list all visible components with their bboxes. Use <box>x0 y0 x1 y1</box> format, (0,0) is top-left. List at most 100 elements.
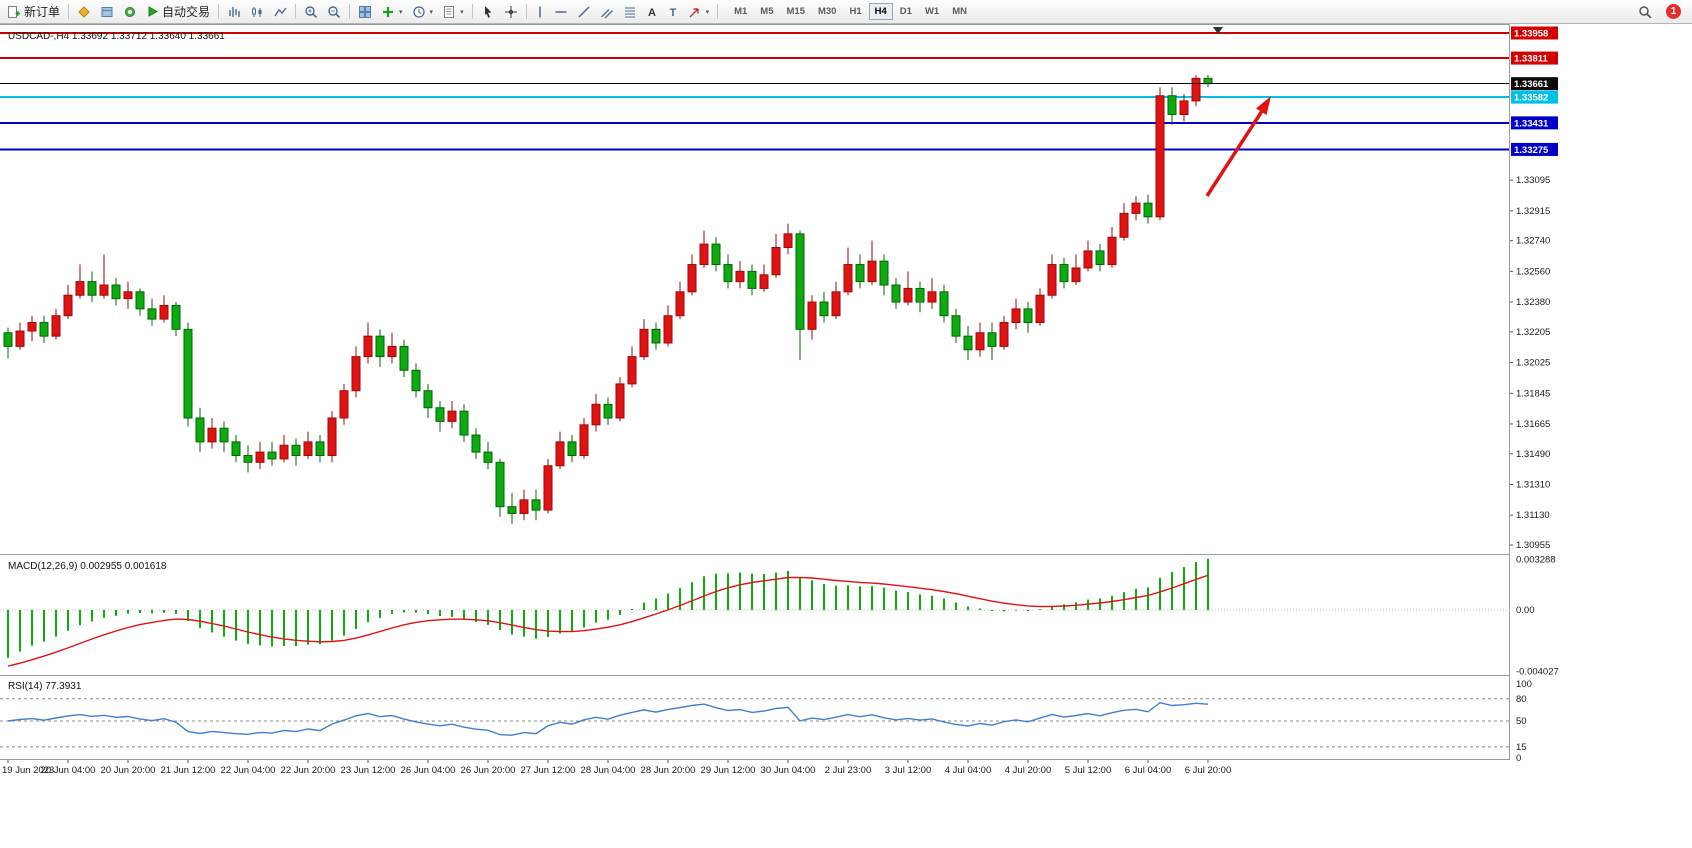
vertical-line-button[interactable] <box>531 2 549 22</box>
trendline-button[interactable] <box>573 2 595 22</box>
time-tick: 26 Jun 20:00 <box>461 765 516 776</box>
macd-axis-label: 0.003288 <box>1516 555 1556 566</box>
price-tick: 1.32380 <box>1516 297 1550 308</box>
notification-badge[interactable]: 1 <box>1666 4 1681 19</box>
price-tick: 1.32560 <box>1516 266 1550 277</box>
price-line-label-bg <box>1511 26 1558 40</box>
text-button[interactable]: A <box>642 2 662 22</box>
candle <box>267 441 277 466</box>
timeframe-m1-button[interactable]: M1 <box>728 3 753 20</box>
candlestick-chart-icon <box>252 6 262 17</box>
indicators-button[interactable]: ▾ <box>377 2 407 22</box>
price-tick: 1.31490 <box>1516 449 1550 460</box>
horizontal-line-button[interactable] <box>550 2 572 22</box>
time-tick: 4 Jul 04:00 <box>945 765 991 776</box>
time-tick: 20 Jun 20:00 <box>101 765 156 776</box>
chart-area[interactable]: 1.33095 1.32915 1.32740 1.32560 1.32380 1.322… <box>0 24 1692 848</box>
candle <box>87 271 97 303</box>
trend-arrow[interactable] <box>1205 96 1271 197</box>
periods-menu-button[interactable]: ▾ <box>408 2 438 22</box>
candlestick-chart-button[interactable] <box>246 2 268 22</box>
timeframe-d1-button[interactable]: D1 <box>894 3 918 20</box>
auto-trading-button[interactable]: 自动交易 <box>142 2 214 22</box>
candle <box>927 278 937 309</box>
navigator-button[interactable] <box>96 2 118 22</box>
macd-axis-label: 0.00 <box>1516 605 1535 616</box>
candle <box>1143 194 1153 224</box>
candle <box>1167 87 1177 125</box>
candle <box>99 254 109 299</box>
candle <box>711 237 721 272</box>
cursor-button[interactable] <box>477 2 499 22</box>
search-button[interactable] <box>1634 2 1656 22</box>
price-axis[interactable]: 1.33095 1.32915 1.32740 1.32560 1.32380 1.322… <box>1510 26 1558 552</box>
timeframe-h4-button[interactable]: H4 <box>868 3 893 20</box>
market-watch-button[interactable] <box>73 2 95 22</box>
candle <box>807 295 817 340</box>
candle <box>159 295 169 323</box>
toolbar-right-group: 1 <box>1634 2 1689 22</box>
candle <box>843 247 853 296</box>
candle <box>555 431 565 470</box>
chevron-down-icon: ▾ <box>429 8 434 16</box>
channel-button[interactable] <box>596 2 618 22</box>
candle <box>231 435 241 463</box>
toolbar-separator <box>218 4 220 19</box>
price-tick: 1.31310 <box>1516 479 1550 490</box>
zoom-out-button[interactable] <box>323 2 345 22</box>
bar-chart-button[interactable] <box>223 2 245 22</box>
new-order-button[interactable]: 新订单 <box>3 2 64 22</box>
chart-shift-marker[interactable] <box>1213 27 1223 34</box>
timeframe-m5-button[interactable]: M5 <box>754 3 779 20</box>
svg-text:T: T <box>669 7 676 19</box>
time-tick: 6 Jul 20:00 <box>1185 765 1231 776</box>
chart-plot-area[interactable] <box>0 25 1510 759</box>
terminal-button[interactable] <box>119 2 141 22</box>
time-tick: 30 Jun 04:00 <box>761 765 816 776</box>
candle <box>1047 254 1057 299</box>
price-line-label: 1.33431 <box>1514 118 1549 129</box>
candle <box>891 278 901 309</box>
price-line-label: 1.33661 <box>1514 79 1549 90</box>
candle <box>279 435 289 463</box>
arrows-tool-button[interactable]: ▾ <box>684 2 714 22</box>
timeframe-m15-button[interactable]: M15 <box>781 3 811 20</box>
label-icon: T <box>669 7 676 19</box>
candle <box>1023 302 1033 333</box>
tile-windows-button[interactable] <box>354 2 376 22</box>
price-line-label-bg <box>1511 90 1558 104</box>
zoom-in-button[interactable] <box>300 2 322 22</box>
toolbar: 新订单 自动交易 ▾ ▾ ▾ <box>0 0 1692 24</box>
candle <box>567 435 577 463</box>
fibonacci-button[interactable] <box>619 2 641 22</box>
timeframe-mn-button[interactable]: MN <box>946 3 973 20</box>
arrow-tool-icon <box>689 7 699 17</box>
crosshair-icon <box>504 5 517 18</box>
timeframe-m30-button[interactable]: M30 <box>812 3 842 20</box>
candle <box>951 308 961 343</box>
candles-layer <box>3 74 1213 524</box>
timeframe-h1-button[interactable]: H1 <box>843 3 867 20</box>
crosshair-button[interactable] <box>500 2 522 22</box>
candle <box>987 322 997 361</box>
macd-axis-label: -0.004027 <box>1516 667 1559 678</box>
rsi-axis-label: 15 <box>1516 742 1527 753</box>
candle <box>591 394 601 432</box>
candle <box>123 281 133 309</box>
label-button[interactable]: T <box>663 2 683 22</box>
candle <box>759 264 769 292</box>
line-chart-button[interactable] <box>269 2 291 22</box>
candle <box>819 291 829 323</box>
candle <box>627 346 637 388</box>
templates-button[interactable]: ▾ <box>438 2 468 22</box>
macd-label: MACD(12,26,9) 0.002955 0.001618 <box>8 561 167 572</box>
toolbar-separator <box>525 4 527 19</box>
timeframe-bar: M1 M5 M15 M30 H1 H4 D1 W1 MN <box>728 3 973 20</box>
price-levels[interactable] <box>0 32 1510 151</box>
rsi-axis-label: 0 <box>1516 753 1521 764</box>
line-chart-icon <box>274 7 287 16</box>
timeframe-w1-button[interactable]: W1 <box>919 3 945 20</box>
candle <box>1035 288 1045 326</box>
